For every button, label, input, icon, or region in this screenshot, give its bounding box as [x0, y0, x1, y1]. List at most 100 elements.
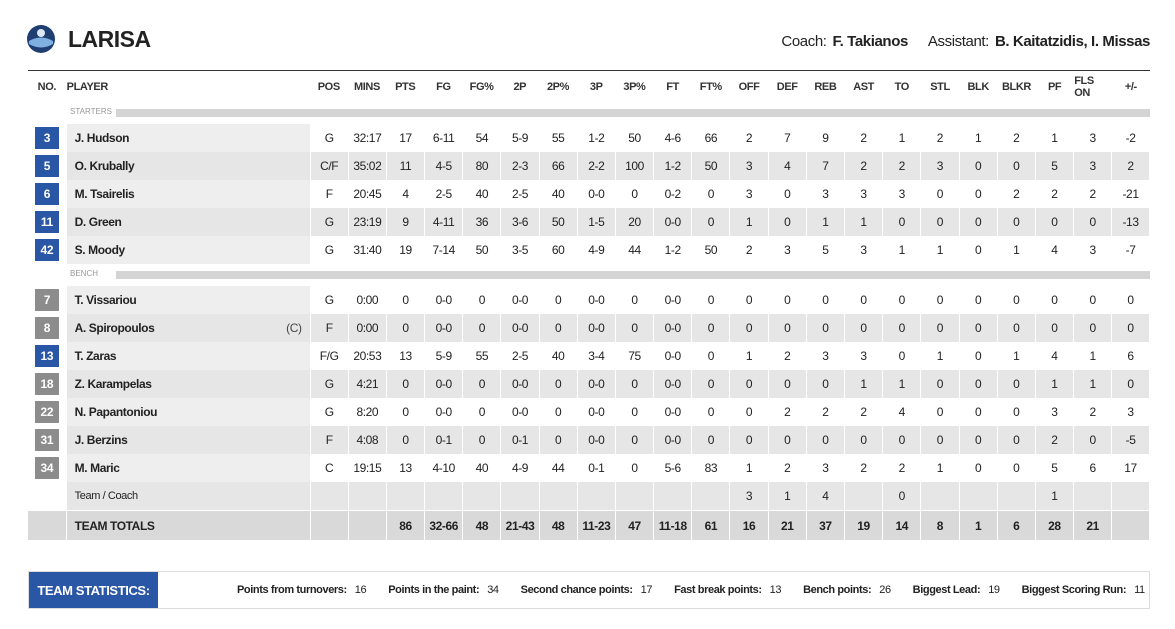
stat-cell: 1 — [921, 236, 960, 264]
stat-cell — [959, 482, 998, 510]
player-cell: TEAM TOTALS — [66, 511, 311, 540]
stat-cell: 0 — [883, 286, 922, 314]
bench-row: 22 N. Papantoniou G 8:20 0 0-0 0 0-0 0 0-0 0 0-0 0 0 2… — [28, 398, 1150, 426]
stat-cell: 44 — [539, 454, 578, 482]
stat-cell: 2 — [844, 124, 884, 152]
stat-cell: 0 — [959, 370, 998, 398]
player-name: M. Tsairelis — [74, 187, 135, 201]
stat-cell: 0 — [844, 286, 884, 314]
stat-cell: 0 — [959, 180, 998, 208]
team-stat: Second chance points: 17 — [521, 584, 653, 596]
section-label-text: STARTERS — [70, 107, 116, 116]
totals-row: TEAM TOTALS 86 32-66 48 21-43 48 11-23 47 11-18 6… — [28, 511, 1150, 540]
stat-cell: 7 — [768, 124, 807, 152]
stat-cell: 54 — [463, 124, 502, 152]
player-name: D. Green — [74, 215, 122, 229]
stat-cell: 1 — [1035, 482, 1075, 510]
jersey-number: 6 — [34, 183, 59, 205]
stat-cell: 0 — [730, 314, 769, 342]
stat-cell: 0 — [386, 370, 426, 398]
coaching-staff: Coach: F. Takianos Assistant: B. Kaitatz… — [781, 33, 1150, 50]
stat-cell: 0 — [883, 426, 922, 454]
stat-cell: 0 — [615, 398, 655, 426]
player-cell: T. Vissariou — [66, 286, 311, 314]
stat-cell: 0 — [997, 398, 1036, 426]
stat-cell: 5-9 — [425, 342, 464, 370]
stat-cell: 0-0 — [577, 426, 616, 454]
stat-cell: F — [310, 426, 349, 454]
coach: F. Takianos — [832, 33, 909, 50]
team-stat-value: 26 — [879, 584, 891, 596]
stat-cell: 0 — [768, 426, 807, 454]
stat-cell: 0-0 — [577, 180, 616, 208]
column-header: 3P% — [616, 71, 654, 103]
team-stat-label: Points in the paint: — [388, 584, 480, 596]
stat-cell: 20:53 — [348, 342, 387, 370]
team-stat-label: Biggest Lead: — [912, 584, 981, 596]
stat-cell: 0 — [997, 314, 1036, 342]
stat-cell: 2 — [1112, 152, 1150, 180]
stat-cell: 55 — [463, 342, 502, 370]
stat-cell: 2 — [1074, 398, 1113, 426]
column-header: POS — [310, 71, 349, 103]
stat-cell: 0:00 — [348, 314, 387, 342]
team-stat: Biggest Scoring Run: 11 — [1022, 584, 1145, 596]
stat-cell: 3 — [1074, 124, 1113, 152]
stat-cell: 0 — [997, 454, 1036, 482]
stat-cell: 19 — [386, 236, 426, 264]
stat-cell: 0 — [959, 314, 998, 342]
column-header: BLK — [960, 71, 998, 103]
stat-cell: 0 — [1112, 370, 1150, 398]
number-cell: 18 — [28, 370, 67, 398]
stat-cell: 3 — [730, 482, 769, 510]
stat-cell: 0:00 — [348, 286, 387, 314]
stat-cell: 1 — [730, 342, 769, 370]
stat-cell: 2-5 — [501, 342, 540, 370]
stat-cell: 0 — [959, 208, 998, 236]
table-top-rule — [28, 70, 1150, 71]
stat-cell — [463, 482, 502, 510]
stat-cell: G — [310, 236, 349, 264]
stat-cell: 50 — [692, 236, 731, 264]
jersey-number: 5 — [34, 155, 59, 177]
stat-cell: 0 — [921, 208, 960, 236]
player-name: N. Papantoniou — [74, 405, 158, 419]
stat-cell: 16 — [730, 511, 769, 540]
stat-cell: 0-1 — [501, 426, 540, 454]
player-cell: Z. Karampelas — [66, 370, 311, 398]
jersey-number: 42 — [34, 239, 59, 261]
stat-cell: G — [310, 124, 349, 152]
jersey-number: 31 — [34, 429, 59, 451]
stat-cell: 4 — [1035, 236, 1075, 264]
bench-row: 8 A. Spiropoulos (C) F 0:00 0 0-0 0 0-0 0 0-0 0 0-0 0… — [28, 314, 1150, 342]
player-cell: S. Moody — [66, 236, 311, 264]
stat-cell: 0 — [959, 454, 998, 482]
stat-cell: 0 — [1074, 286, 1113, 314]
assistant-label: Assistant: — [927, 33, 989, 50]
stat-cell — [386, 482, 426, 510]
team-stat-value: 16 — [354, 584, 367, 596]
jersey-number: 18 — [34, 373, 59, 395]
stat-cell: 0-0 — [654, 208, 693, 236]
stat-cell: 0 — [1074, 314, 1113, 342]
player-cell: Team / Coach — [66, 482, 311, 510]
stat-cell: 0 — [615, 286, 655, 314]
section-label-text: BENCH — [70, 269, 103, 278]
stat-cell — [615, 482, 655, 510]
stat-cell — [1112, 511, 1150, 540]
stat-cell: 4:21 — [348, 370, 387, 398]
starter-row: 6 M. Tsairelis F 20:45 4 2-5 40 2-5 40 0-0 0 0-2 0 3 0… — [28, 180, 1150, 208]
stat-cell: 5-6 — [654, 454, 693, 482]
stat-cell: 0 — [1112, 286, 1150, 314]
stat-cell: 1 — [806, 208, 845, 236]
stat-cell: 2 — [730, 124, 769, 152]
captain-note: (C) — [286, 321, 302, 335]
number-cell: 7 — [28, 286, 67, 314]
stat-cell: 4 — [883, 398, 922, 426]
stat-cell: 0 — [692, 342, 731, 370]
column-header: STL — [921, 71, 960, 103]
number-cell: 42 — [28, 236, 67, 264]
stat-cell: 5 — [1035, 454, 1075, 482]
stat-cell: 0 — [806, 314, 845, 342]
stat-cell: 0-0 — [577, 314, 616, 342]
